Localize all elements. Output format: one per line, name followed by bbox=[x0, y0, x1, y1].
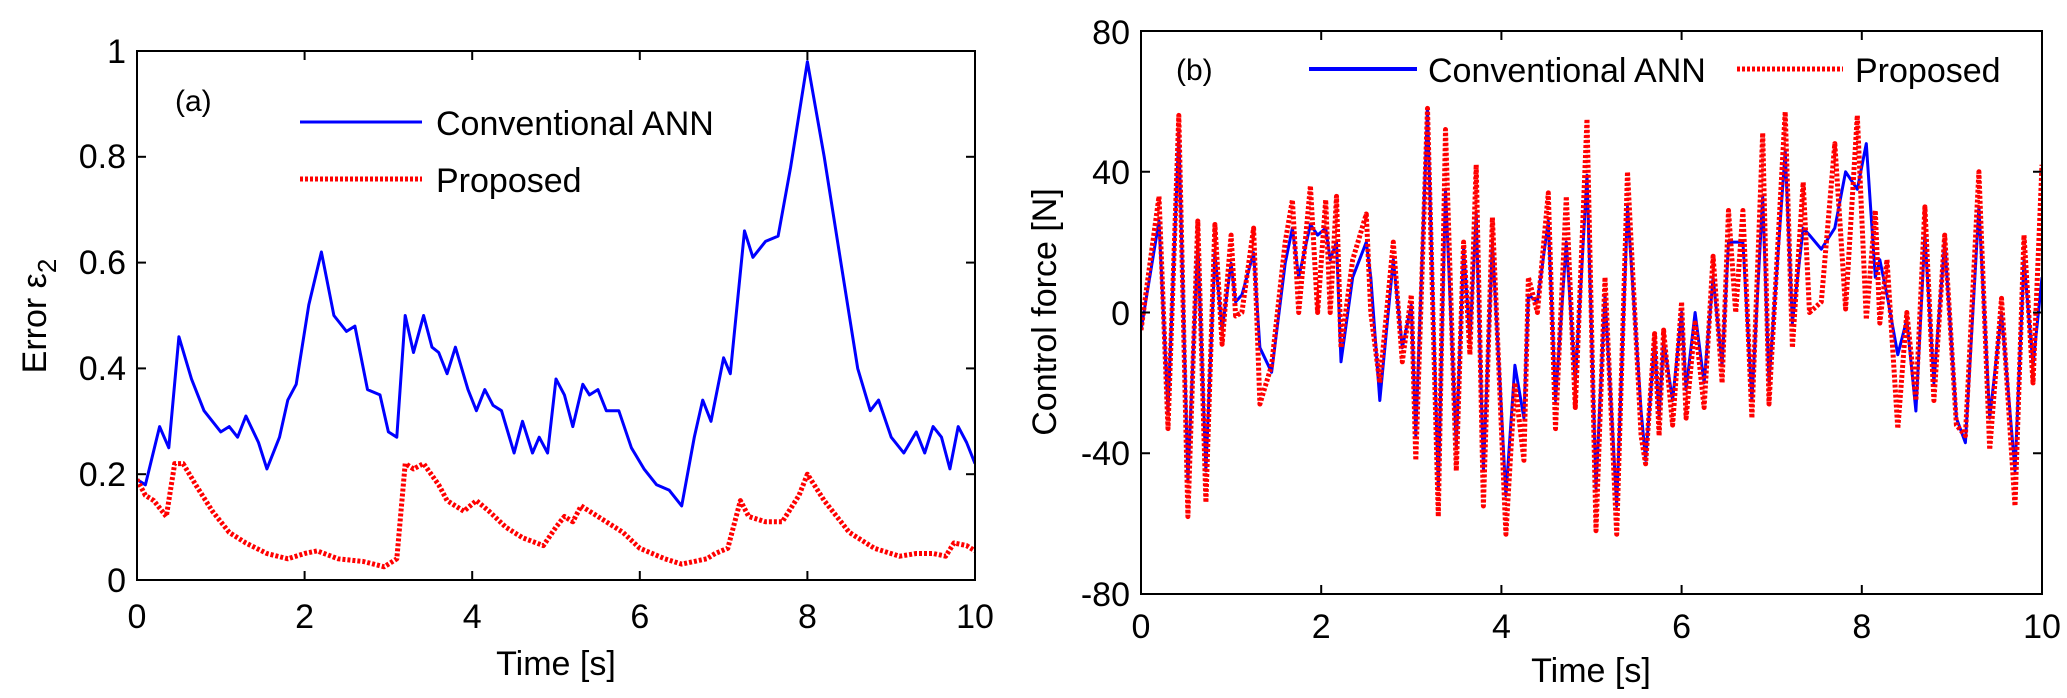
plot-area bbox=[1140, 30, 2043, 595]
legend: Conventional ANN Proposed bbox=[1309, 52, 2001, 90]
y-tick-label: -80 bbox=[1081, 576, 1130, 614]
x-tick-label: 10 bbox=[956, 598, 994, 636]
axes-box bbox=[136, 50, 976, 581]
panel-annotation: (a) bbox=[175, 85, 212, 118]
x-tick-label: 8 bbox=[798, 598, 817, 636]
x-tick-label: 0 bbox=[1132, 608, 1151, 646]
legend-label-proposed: Proposed bbox=[1855, 52, 2001, 90]
series-line-proposed bbox=[1141, 105, 2042, 537]
series-line-conventional-ann bbox=[137, 60, 975, 508]
x-tick-label: 10 bbox=[2023, 608, 2061, 646]
x-tick-labels: 0 2 4 6 8 10 bbox=[1132, 608, 2061, 646]
x-tick-label: 8 bbox=[1852, 608, 1871, 646]
y-axis-label: Control force [N] bbox=[1026, 188, 1064, 436]
x-tick-label: 2 bbox=[1312, 608, 1331, 646]
x-tick-label: 4 bbox=[1492, 608, 1511, 646]
y-tick-label: 0.4 bbox=[79, 350, 126, 388]
y-tick-label: 0.2 bbox=[79, 456, 126, 494]
x-tick-label: 4 bbox=[463, 598, 482, 636]
y-tick-label: 80 bbox=[1092, 14, 1130, 52]
y-tick-label: 0.8 bbox=[79, 138, 126, 176]
x-tick-label: 2 bbox=[295, 598, 314, 636]
panel-a-error-plot: 0 2 4 6 8 10 0 0.2 0.4 0.6 0.8 1 Time [s… bbox=[16, 33, 994, 683]
y-tick-label: 40 bbox=[1092, 154, 1130, 192]
x-axis-label: Time [s] bbox=[1531, 652, 1651, 690]
y-tick-label: 0 bbox=[107, 562, 126, 600]
x-tick-label: 6 bbox=[630, 598, 649, 636]
series-line-proposed bbox=[137, 461, 975, 570]
y-axis-label: Error ε2 bbox=[16, 259, 62, 374]
x-tick-label: 6 bbox=[1672, 608, 1691, 646]
y-tick-label: 0 bbox=[1111, 295, 1130, 333]
plot-area bbox=[136, 50, 976, 581]
y-tick-labels: 0 0.2 0.4 0.6 0.8 1 bbox=[79, 33, 126, 600]
x-axis-label: Time [s] bbox=[496, 645, 616, 683]
x-tick-label: 0 bbox=[128, 598, 147, 636]
y-tick-label: 0.6 bbox=[79, 244, 126, 282]
legend-label-conventional: Conventional ANN bbox=[1428, 52, 1706, 90]
y-tick-label: 1 bbox=[107, 33, 126, 71]
y-tick-label: -40 bbox=[1081, 435, 1130, 473]
legend: Conventional ANN Proposed bbox=[300, 105, 714, 200]
panel-annotation: (b) bbox=[1176, 54, 1213, 87]
y-axis-label-subscript: 2 bbox=[32, 259, 62, 273]
y-tick-labels: -80 -40 0 40 80 bbox=[1081, 14, 1130, 614]
legend-label-conventional: Conventional ANN bbox=[436, 105, 714, 143]
panel-b-control-force-plot: 0 2 4 6 8 10 -80 -40 0 40 80 Time [s] Co… bbox=[1026, 14, 2061, 690]
x-tick-labels: 0 2 4 6 8 10 bbox=[128, 598, 994, 636]
y-axis-label-main: Error ε bbox=[16, 273, 54, 373]
legend-label-proposed: Proposed bbox=[436, 162, 582, 200]
